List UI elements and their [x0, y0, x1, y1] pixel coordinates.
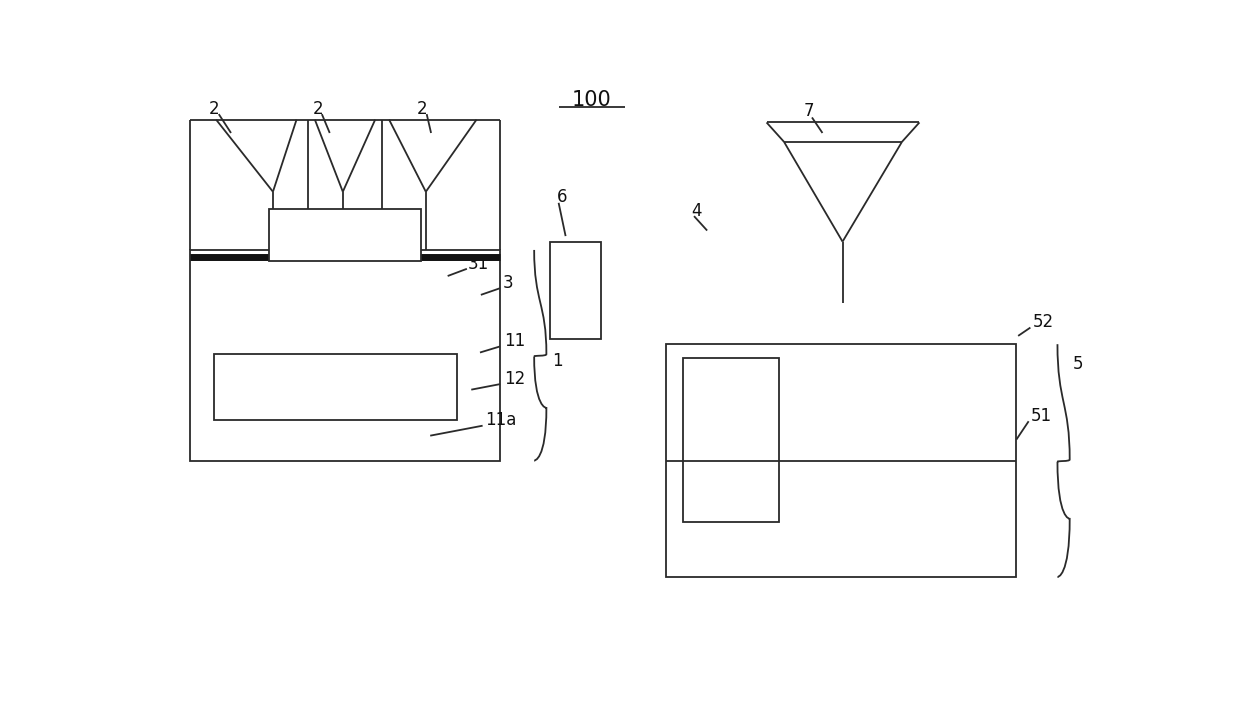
Text: 6: 6 — [557, 188, 568, 206]
Text: 1: 1 — [553, 352, 563, 370]
Bar — [683, 358, 779, 521]
Text: 5: 5 — [1073, 354, 1083, 373]
Text: 7: 7 — [804, 102, 813, 120]
Text: 12: 12 — [505, 370, 526, 388]
Bar — [190, 250, 500, 461]
Text: 11: 11 — [505, 333, 526, 351]
Text: 100: 100 — [572, 90, 611, 110]
Text: 3: 3 — [502, 274, 513, 292]
Text: 51: 51 — [1030, 408, 1052, 426]
Text: 52: 52 — [1033, 313, 1054, 331]
Text: 31: 31 — [467, 255, 489, 273]
Text: 2: 2 — [312, 99, 322, 117]
Text: 4: 4 — [692, 202, 702, 220]
Bar — [549, 242, 600, 338]
Text: 11a: 11a — [485, 411, 517, 429]
Bar — [215, 354, 458, 420]
Text: 2: 2 — [417, 99, 428, 117]
Text: 2: 2 — [210, 99, 219, 117]
Bar — [666, 344, 1016, 577]
Bar — [269, 210, 422, 261]
